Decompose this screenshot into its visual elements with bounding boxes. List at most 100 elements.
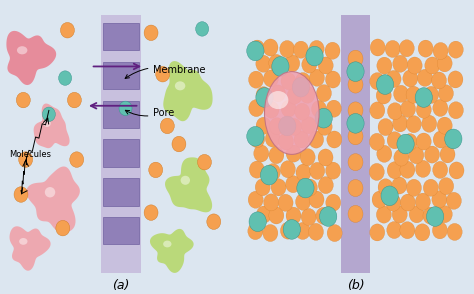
Circle shape <box>269 207 284 224</box>
Ellipse shape <box>175 81 185 90</box>
Circle shape <box>269 54 284 71</box>
Circle shape <box>423 179 438 196</box>
Ellipse shape <box>163 240 172 247</box>
Circle shape <box>255 179 270 196</box>
Circle shape <box>348 102 363 119</box>
Circle shape <box>309 223 323 240</box>
Circle shape <box>256 206 272 223</box>
Circle shape <box>302 179 317 196</box>
Circle shape <box>14 187 28 202</box>
Circle shape <box>326 162 341 179</box>
Circle shape <box>248 71 264 88</box>
Circle shape <box>376 75 394 94</box>
Circle shape <box>418 40 433 57</box>
Text: (b): (b) <box>346 279 365 292</box>
Circle shape <box>422 115 437 132</box>
Circle shape <box>447 192 461 209</box>
Circle shape <box>327 100 341 117</box>
Circle shape <box>264 101 279 118</box>
Circle shape <box>387 132 402 149</box>
Circle shape <box>196 22 209 36</box>
Circle shape <box>392 206 407 223</box>
FancyBboxPatch shape <box>103 62 139 89</box>
Circle shape <box>301 208 316 225</box>
Circle shape <box>281 73 296 90</box>
Circle shape <box>392 115 408 132</box>
Circle shape <box>279 133 293 150</box>
Circle shape <box>295 193 310 210</box>
Circle shape <box>397 134 414 154</box>
Circle shape <box>295 103 310 120</box>
Circle shape <box>401 100 416 117</box>
Circle shape <box>256 117 271 134</box>
Circle shape <box>281 100 296 117</box>
Circle shape <box>403 70 418 87</box>
Circle shape <box>249 100 264 117</box>
Circle shape <box>409 206 424 223</box>
Circle shape <box>263 225 278 242</box>
Polygon shape <box>27 166 80 233</box>
Polygon shape <box>163 61 213 121</box>
Circle shape <box>249 161 264 178</box>
Circle shape <box>432 191 447 208</box>
Ellipse shape <box>45 187 55 198</box>
Circle shape <box>293 41 309 58</box>
Circle shape <box>311 101 327 118</box>
Circle shape <box>378 118 393 136</box>
Circle shape <box>392 177 407 194</box>
Circle shape <box>385 40 400 57</box>
Circle shape <box>59 71 72 85</box>
Text: (a): (a) <box>112 279 129 292</box>
Circle shape <box>386 71 401 88</box>
FancyBboxPatch shape <box>103 217 139 244</box>
Circle shape <box>378 179 393 196</box>
Circle shape <box>445 129 462 149</box>
Circle shape <box>325 42 340 59</box>
Circle shape <box>295 73 310 90</box>
Circle shape <box>256 88 273 107</box>
Circle shape <box>348 128 363 145</box>
Circle shape <box>370 224 385 241</box>
Circle shape <box>438 178 454 195</box>
Circle shape <box>283 220 301 239</box>
Circle shape <box>272 57 289 76</box>
Circle shape <box>448 71 463 88</box>
Circle shape <box>440 146 455 163</box>
Circle shape <box>281 222 295 239</box>
Circle shape <box>310 69 325 86</box>
Circle shape <box>433 42 448 60</box>
Circle shape <box>271 85 285 102</box>
Circle shape <box>381 186 398 206</box>
Ellipse shape <box>17 46 27 54</box>
Circle shape <box>326 194 341 211</box>
Bar <box>341 15 370 273</box>
Circle shape <box>348 50 363 67</box>
FancyBboxPatch shape <box>103 178 139 206</box>
Circle shape <box>446 131 461 148</box>
Circle shape <box>449 162 464 179</box>
Circle shape <box>317 85 331 102</box>
Circle shape <box>387 103 402 120</box>
Circle shape <box>425 146 439 163</box>
Circle shape <box>407 57 422 74</box>
Circle shape <box>294 131 309 148</box>
Circle shape <box>318 57 333 74</box>
Circle shape <box>347 113 364 133</box>
Circle shape <box>348 206 363 223</box>
Circle shape <box>61 22 74 38</box>
Circle shape <box>376 87 391 104</box>
Text: Molecules: Molecules <box>9 150 51 159</box>
Circle shape <box>348 180 363 197</box>
Circle shape <box>297 178 314 198</box>
Polygon shape <box>9 226 51 271</box>
Circle shape <box>327 225 342 242</box>
Circle shape <box>309 191 324 208</box>
Circle shape <box>292 77 310 97</box>
Circle shape <box>370 39 385 56</box>
Circle shape <box>369 163 384 181</box>
Ellipse shape <box>268 91 288 109</box>
Circle shape <box>370 102 385 119</box>
Circle shape <box>393 85 409 102</box>
Circle shape <box>264 70 279 87</box>
Ellipse shape <box>181 176 190 185</box>
